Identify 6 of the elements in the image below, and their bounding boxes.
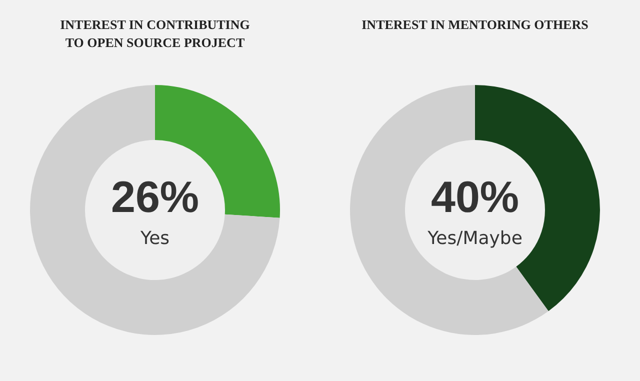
chart-title: INTEREST IN MENTORING OTHERS (360, 16, 590, 34)
data-label: 40% (430, 173, 520, 222)
data-label: 26% (110, 173, 200, 222)
chart-title: INTEREST IN CONTRIBUTING TO OPEN SOURCE PROJECT (59, 16, 251, 52)
slice-label: Yes (139, 228, 170, 249)
slice-label: Yes/Maybe (426, 228, 522, 249)
